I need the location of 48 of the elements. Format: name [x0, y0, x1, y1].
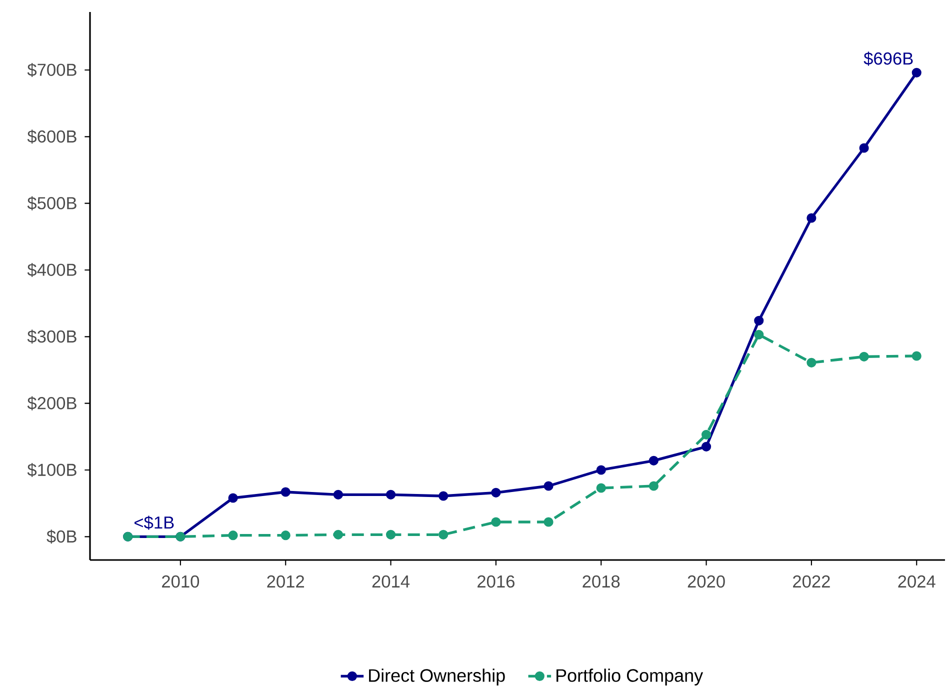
point — [859, 352, 869, 362]
x-tick-label: 2018 — [582, 575, 620, 588]
point — [280, 487, 290, 497]
point — [648, 481, 658, 491]
point — [386, 530, 396, 540]
y-tick-label: $300B — [27, 330, 76, 344]
point — [701, 442, 712, 452]
point — [491, 517, 501, 527]
x-tick-label: 2014 — [372, 575, 410, 588]
legend-label: Portfolio Company — [556, 668, 704, 686]
point — [648, 456, 658, 466]
point — [386, 490, 396, 500]
y-tick-label: $400B — [27, 262, 76, 277]
point — [438, 530, 448, 540]
legend-label: Direct Ownership — [369, 668, 505, 686]
point — [596, 483, 606, 493]
point — [438, 491, 448, 501]
point — [491, 488, 501, 498]
y-tick-label: $0B — [46, 530, 76, 544]
x-tick-label: 2012 — [267, 575, 304, 588]
y-tick-label: $500B — [27, 196, 76, 210]
point — [333, 530, 343, 540]
point — [280, 530, 290, 540]
point — [228, 493, 238, 503]
point — [806, 358, 816, 368]
x-tick-label: 2016 — [478, 575, 514, 588]
point — [544, 517, 554, 527]
point — [859, 143, 869, 153]
point — [806, 213, 816, 223]
point — [912, 68, 922, 78]
point — [912, 351, 922, 361]
x-tick-label: 2022 — [793, 575, 830, 588]
point — [333, 490, 343, 500]
annotation: <$1B — [134, 516, 174, 530]
x-tick-label: 2010 — [162, 575, 200, 588]
y-tick-label: $200B — [27, 396, 76, 410]
x-tick-label: 2024 — [898, 575, 936, 588]
point — [228, 530, 238, 540]
y-tick-label: $600B — [27, 130, 76, 144]
x-tick-label: 2020 — [688, 575, 725, 588]
point — [596, 465, 606, 475]
point — [701, 430, 712, 440]
point — [754, 316, 764, 326]
point — [544, 481, 554, 491]
y-tick-label: $700B — [27, 62, 76, 77]
annotation: $696B — [864, 52, 913, 66]
point — [754, 330, 764, 340]
y-tick-label: $100B — [27, 462, 76, 478]
